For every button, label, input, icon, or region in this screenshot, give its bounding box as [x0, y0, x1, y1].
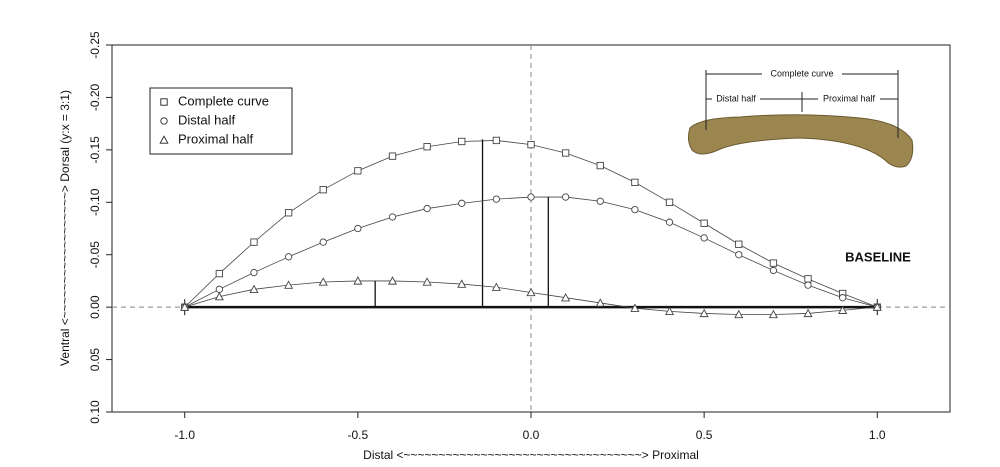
marker [735, 240, 743, 248]
y-axis-title: Ventral <~~~~~~~~~~~~~~~~~~> Dorsal (y:x… [58, 90, 72, 366]
marker [838, 305, 848, 314]
marker [735, 251, 743, 259]
y-tick-label: 0.05 [88, 348, 102, 372]
marker [839, 294, 847, 302]
y-tick-label: -0.05 [88, 241, 102, 269]
marker [769, 266, 778, 275]
x-tick-label: 1.0 [869, 428, 886, 442]
inset: Complete curve Distal half Proximal half [687, 68, 914, 168]
marker [388, 213, 397, 221]
marker [284, 253, 293, 261]
marker [630, 303, 640, 312]
y-tick-label: 0.10 [88, 400, 102, 424]
x-tick-label: -1.0 [174, 428, 195, 442]
marker [768, 309, 778, 319]
marker [699, 308, 709, 318]
legend-marker [160, 117, 168, 125]
marker [422, 277, 432, 286]
marker [388, 152, 397, 160]
marker [319, 186, 327, 194]
marker [595, 298, 605, 307]
marker [804, 275, 812, 283]
marker [214, 291, 224, 301]
marker [804, 281, 812, 289]
marker [319, 238, 327, 246]
marker [527, 193, 535, 201]
marker [249, 284, 259, 293]
marker [631, 205, 639, 214]
marker [664, 306, 675, 315]
marker [596, 197, 604, 205]
marker [492, 136, 501, 145]
marker [491, 282, 501, 291]
marker [387, 276, 398, 285]
marker [180, 302, 190, 311]
y-tick-label: 0.00 [88, 295, 102, 319]
marker [215, 285, 223, 293]
marker [665, 218, 674, 226]
annotation: BASELINE [845, 249, 911, 264]
inset-label: Proximal half [823, 93, 876, 103]
marker [492, 195, 501, 203]
marker [354, 224, 362, 233]
x-tick-label: 0.5 [696, 428, 713, 442]
marker [423, 143, 431, 151]
marker [527, 140, 535, 149]
marker [631, 178, 639, 187]
marker [561, 149, 570, 157]
marker [354, 167, 362, 175]
marker [353, 276, 363, 285]
marker [872, 302, 882, 311]
legend-box [149, 87, 293, 155]
marker [457, 279, 467, 288]
marker [250, 268, 258, 277]
marker [596, 161, 604, 170]
x-tick-label: -0.5 [348, 428, 369, 442]
x-tick-label: 0.0 [523, 428, 540, 442]
legend-label: Complete curve [178, 93, 269, 108]
marker [734, 309, 744, 319]
marker [769, 259, 778, 267]
marker [215, 269, 223, 278]
marker [250, 238, 258, 246]
legend-marker [160, 98, 168, 106]
legend-marker [159, 135, 169, 144]
marker [318, 277, 328, 286]
y-tick-label: -0.10 [88, 188, 102, 216]
marker [561, 193, 570, 201]
marker [284, 209, 293, 217]
marker [700, 219, 708, 227]
inset-label: Complete curve [770, 68, 833, 78]
marker [665, 198, 674, 206]
marker [458, 199, 466, 207]
legend-label: Distal half [178, 112, 235, 127]
marker [423, 204, 431, 213]
marker [561, 292, 571, 302]
marker [284, 280, 294, 289]
marker [803, 308, 813, 318]
marker [526, 287, 536, 297]
inset-label: Distal half [716, 93, 756, 103]
x-axis-title: Distal <~~~~~~~~~~~~~~~~~~~~~~~~~~~~~~~~… [363, 448, 699, 462]
legend-label: Proximal half [178, 131, 254, 146]
bone-image [687, 114, 914, 168]
y-tick-label: -0.15 [88, 136, 102, 164]
y-tick-label: -0.20 [88, 83, 102, 111]
marker [700, 234, 708, 242]
marker [458, 137, 466, 146]
y-tick-label: -0.25 [88, 31, 102, 59]
